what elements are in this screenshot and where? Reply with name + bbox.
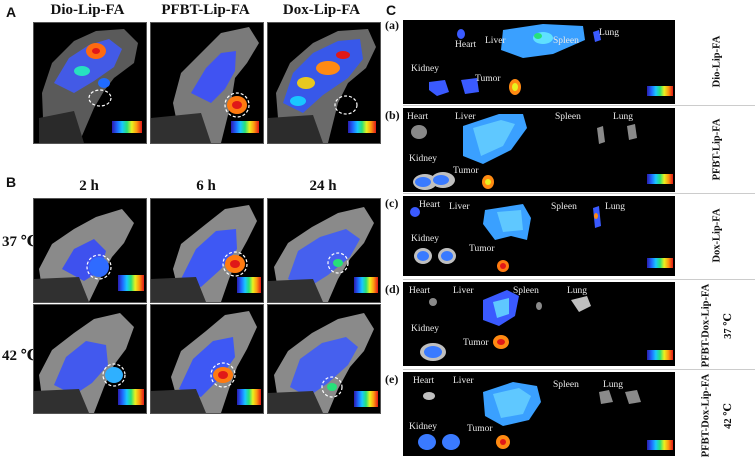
column-label-dox: Dox-Lip-FA bbox=[282, 2, 361, 18]
organ-label-liver: Liver bbox=[453, 376, 474, 386]
organ-label-heart: Heart bbox=[455, 40, 477, 50]
organ-label-spleen: Spleen bbox=[553, 36, 579, 46]
organ-label-heart: Heart bbox=[413, 376, 435, 386]
temperature-label-37: 37 ℃ bbox=[2, 234, 39, 250]
image-b-42-24h bbox=[267, 304, 381, 414]
organ-label-tumor: Tumor bbox=[463, 338, 489, 348]
row-side-label-b: PFBT-Lip-FA bbox=[711, 118, 723, 181]
organ-label-kidney: Kidney bbox=[411, 64, 439, 74]
organ-label-liver: Liver bbox=[455, 112, 476, 122]
colorbar bbox=[118, 389, 144, 405]
organ-label-lung: Lung bbox=[599, 28, 620, 38]
time-label-2h: 2 h bbox=[79, 178, 99, 194]
colorbar bbox=[112, 121, 142, 133]
temperature-label-42: 42 ℃ bbox=[2, 348, 39, 364]
organ-label-heart: Heart bbox=[409, 286, 431, 296]
colorbar bbox=[237, 389, 261, 405]
row-side-label-e-temp: 42 ℃ bbox=[723, 403, 734, 429]
column-label-dio: Dio-Lip-FA bbox=[50, 2, 125, 18]
row-letter-c: (c) bbox=[385, 196, 399, 210]
organ-label-tumor: Tumor bbox=[453, 166, 479, 176]
organ-label-spleen: Spleen bbox=[553, 380, 579, 390]
colorbar bbox=[647, 86, 673, 96]
organ-label-spleen: Spleen bbox=[551, 202, 577, 212]
organ-label-tumor: Tumor bbox=[469, 244, 495, 254]
organ-label-lung: Lung bbox=[567, 286, 588, 296]
colorbar bbox=[348, 121, 376, 133]
organ-label-kidney: Kidney bbox=[411, 324, 439, 334]
divider bbox=[403, 193, 755, 194]
organ-label-liver: Liver bbox=[453, 286, 474, 296]
row-side-label-d: PFBT-Dox-Lip-FA bbox=[700, 283, 712, 368]
colorbar bbox=[647, 440, 673, 450]
organ-label-heart: Heart bbox=[407, 112, 429, 122]
image-b-42-2h bbox=[33, 304, 147, 414]
organ-label-liver: Liver bbox=[449, 202, 470, 212]
organ-image-b: Heart Liver Spleen Lung Kidney Tumor bbox=[403, 108, 675, 192]
divider bbox=[403, 279, 755, 280]
time-label-24h: 24 h bbox=[309, 178, 337, 194]
row-letter-b: (b) bbox=[385, 108, 400, 122]
row-letter-e: (e) bbox=[385, 372, 399, 386]
time-label-6h: 6 h bbox=[196, 178, 216, 194]
panel-a-letter: A bbox=[6, 4, 17, 20]
row-letter-a: (a) bbox=[385, 18, 399, 32]
row-side-label-a: Dio-Lip-FA bbox=[711, 35, 723, 88]
panel-c-letter: C bbox=[386, 2, 397, 18]
image-b-37-24h bbox=[267, 198, 381, 303]
row-side-label-d-temp: 37 ℃ bbox=[723, 313, 734, 339]
colorbar bbox=[354, 391, 378, 407]
colorbar bbox=[647, 350, 673, 360]
divider bbox=[403, 105, 755, 106]
image-a-dio bbox=[33, 22, 147, 144]
panel-b-letter: B bbox=[6, 174, 17, 190]
organ-image-c: Heart Liver Spleen Lung Kidney Tumor bbox=[403, 196, 675, 276]
colorbar bbox=[354, 277, 378, 293]
organ-label-tumor: Tumor bbox=[467, 424, 493, 434]
organ-label-liver: Liver bbox=[485, 36, 506, 46]
organ-label-heart: Heart bbox=[419, 200, 441, 210]
image-b-37-6h bbox=[150, 198, 264, 303]
colorbar bbox=[647, 258, 673, 268]
organ-label-kidney: Kidney bbox=[409, 422, 437, 432]
organ-image-e: Heart Liver Spleen Lung Kidney Tumor bbox=[403, 372, 675, 456]
colorbar bbox=[237, 277, 261, 293]
row-letter-d: (d) bbox=[385, 282, 400, 296]
row-side-label-c: Dox-Lip-FA bbox=[711, 208, 723, 263]
organ-label-tumor: Tumor bbox=[475, 74, 501, 84]
organ-label-spleen: Spleen bbox=[555, 112, 581, 122]
image-a-dox bbox=[267, 22, 381, 144]
image-b-37-2h bbox=[33, 198, 147, 303]
divider bbox=[403, 369, 755, 370]
organ-label-lung: Lung bbox=[603, 380, 624, 390]
column-label-pfbt: PFBT-Lip-FA bbox=[161, 2, 250, 18]
image-a-pfbt bbox=[150, 22, 264, 144]
colorbar bbox=[118, 275, 144, 291]
organ-label-kidney: Kidney bbox=[411, 234, 439, 244]
colorbar bbox=[231, 121, 259, 133]
organ-label-lung: Lung bbox=[613, 112, 634, 122]
organ-image-d: Heart Liver Spleen Lung Kidney Tumor bbox=[403, 282, 675, 366]
colorbar bbox=[647, 174, 673, 184]
organ-image-a: Heart Liver Spleen Lung Kidney Tumor bbox=[403, 20, 675, 104]
organ-label-kidney: Kidney bbox=[409, 154, 437, 164]
organ-label-spleen: Spleen bbox=[513, 286, 539, 296]
row-side-label-e: PFBT-Dox-Lip-FA bbox=[700, 373, 712, 458]
organ-label-lung: Lung bbox=[605, 202, 626, 212]
image-b-42-6h bbox=[150, 304, 264, 414]
